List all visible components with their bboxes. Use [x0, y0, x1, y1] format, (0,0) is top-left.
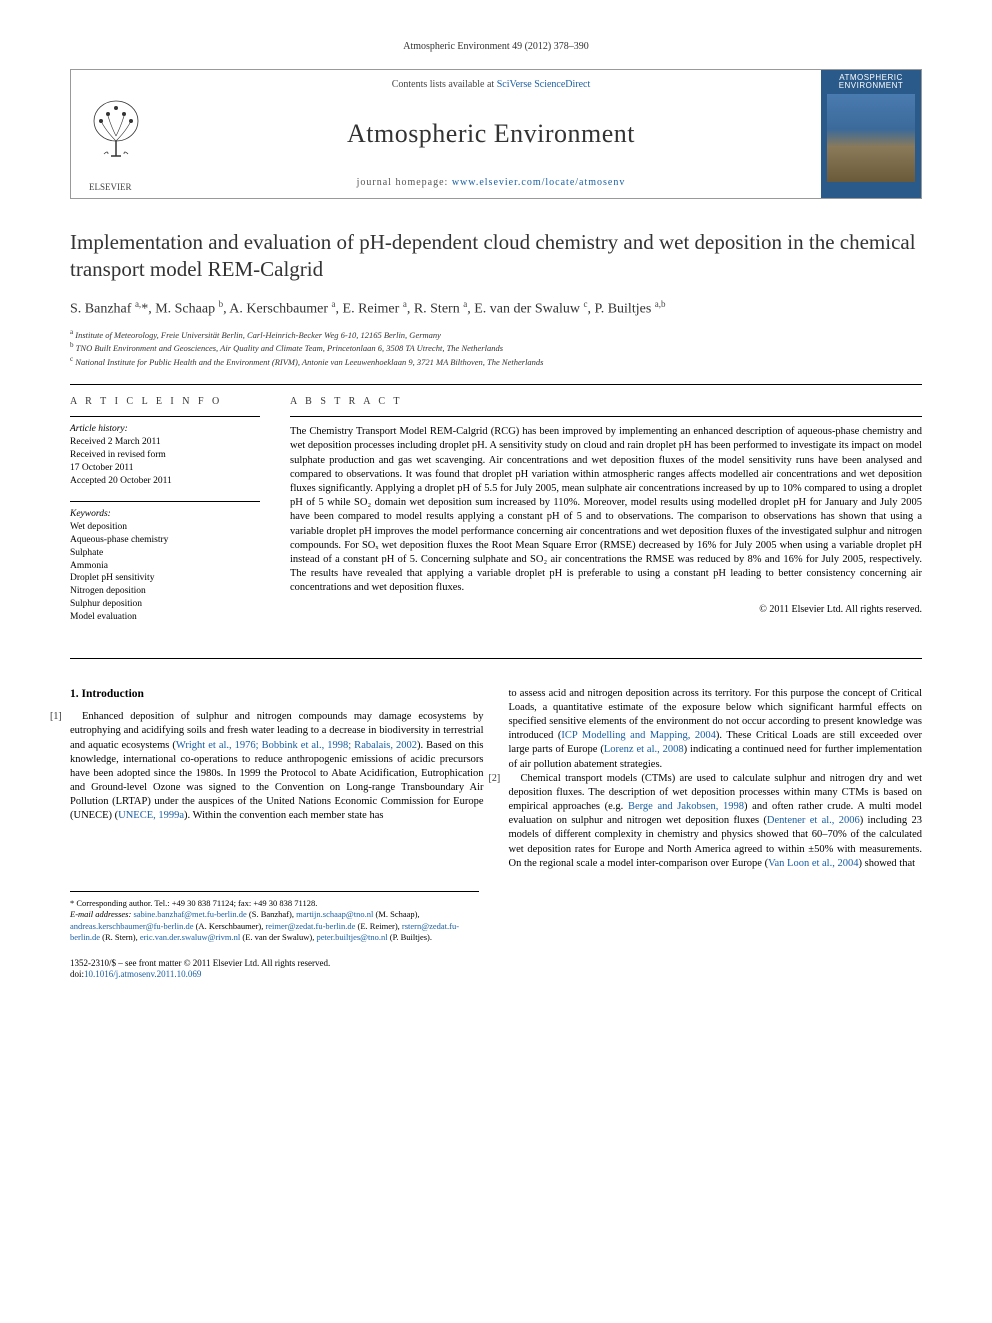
divider	[70, 384, 922, 385]
email-addresses-block: E-mail addresses: sabine.banzhaf@met.fu-…	[70, 909, 479, 943]
homepage-prefix: journal homepage:	[357, 177, 452, 188]
contents-line: Contents lists available at SciVerse Sci…	[392, 78, 591, 92]
revised-label: Received in revised form	[70, 449, 260, 462]
para-2-text: Chemical transport models (CTMs) are use…	[509, 772, 923, 871]
article-info-label: A R T I C L E I N F O	[70, 395, 260, 409]
authors-line: S. Banzhaf a,*, M. Schaap b, A. Kerschba…	[70, 298, 922, 320]
doi-link[interactable]: 10.1016/j.atmosenv.2011.10.069	[84, 969, 201, 979]
banner-center: Contents lists available at SciVerse Sci…	[161, 70, 821, 198]
footnotes: * Corresponding author. Tel.: +49 30 838…	[70, 891, 479, 944]
doi-label: doi:	[70, 969, 84, 979]
keywords-label: Keywords:	[70, 508, 260, 521]
front-matter-line: 1352-2310/$ – see front matter © 2011 El…	[70, 958, 922, 970]
affiliation-a: Institute of Meteorology, Freie Universi…	[75, 329, 441, 339]
elsevier-tree-icon	[86, 96, 146, 171]
abstract-label: A B S T R A C T	[290, 395, 922, 409]
publisher-logo-area: ELSEVIER	[71, 70, 161, 198]
running-head: Atmospheric Environment 49 (2012) 378–39…	[70, 40, 922, 54]
para-number: [2]	[489, 772, 509, 871]
article-history: Article history: Received 2 March 2011 R…	[70, 416, 260, 487]
article-body: 1. Introduction [1] Enhanced deposition …	[70, 687, 922, 871]
intro-heading: 1. Introduction	[70, 687, 484, 703]
para-1-text: Enhanced deposition of sulphur and nitro…	[70, 710, 484, 823]
journal-cover: ATMOSPHERIC ENVIRONMENT	[821, 70, 921, 198]
divider	[70, 658, 922, 659]
article-title: Implementation and evaluation of pH-depe…	[70, 229, 922, 284]
article-info-column: A R T I C L E I N F O Article history: R…	[70, 395, 260, 638]
corresponding-author: * Corresponding author. Tel.: +49 30 838…	[70, 898, 479, 909]
homepage-link[interactable]: www.elsevier.com/locate/atmosenv	[452, 177, 626, 188]
journal-name: Atmospheric Environment	[347, 116, 635, 151]
para-1-continuation: to assess acid and nitrogen deposition a…	[509, 687, 923, 772]
accepted-date: Accepted 20 October 2011	[70, 475, 260, 488]
info-abstract-row: A R T I C L E I N F O Article history: R…	[70, 395, 922, 638]
keywords-list: Wet depositionAqueous-phase chemistrySul…	[70, 521, 260, 624]
abstract-text: The Chemistry Transport Model REM-Calgri…	[290, 416, 922, 595]
affiliations: a Institute of Meteorology, Freie Univer…	[70, 328, 922, 369]
received-date: Received 2 March 2011	[70, 436, 260, 449]
publisher-name: ELSEVIER	[89, 181, 132, 193]
sciencedirect-link[interactable]: SciVerse ScienceDirect	[497, 79, 591, 90]
affiliation-c: National Institute for Public Health and…	[75, 357, 543, 367]
abstract-column: A B S T R A C T The Chemistry Transport …	[290, 395, 922, 638]
revised-date: 17 October 2011	[70, 462, 260, 475]
paragraph-1: [1] Enhanced deposition of sulphur and n…	[70, 710, 484, 823]
history-label: Article history:	[70, 423, 260, 436]
email-label: E-mail addresses:	[70, 909, 131, 919]
para-number: [1]	[50, 710, 70, 823]
paragraph-2: [2] Chemical transport models (CTMs) are…	[509, 772, 923, 871]
contents-prefix: Contents lists available at	[392, 79, 497, 90]
journal-banner: ELSEVIER Contents lists available at Sci…	[70, 69, 922, 199]
doi-line: doi:10.1016/j.atmosenv.2011.10.069	[70, 969, 922, 981]
keywords-block: Keywords: Wet depositionAqueous-phase ch…	[70, 501, 260, 623]
homepage-line: journal homepage: www.elsevier.com/locat…	[357, 176, 626, 190]
footer: 1352-2310/$ – see front matter © 2011 El…	[70, 958, 922, 981]
affiliation-b: TNO Built Environment and Geosciences, A…	[76, 343, 503, 353]
abstract-copyright: © 2011 Elsevier Ltd. All rights reserved…	[290, 603, 922, 617]
cover-image	[827, 94, 915, 182]
cover-title: ATMOSPHERIC ENVIRONMENT	[825, 74, 917, 92]
